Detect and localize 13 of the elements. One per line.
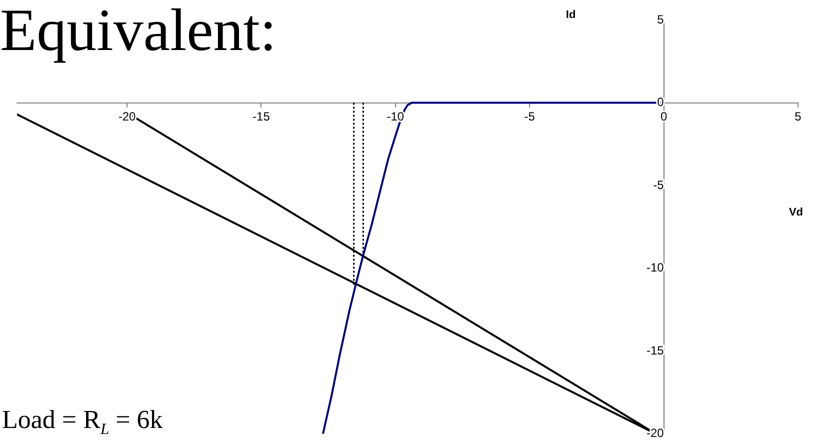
x-tick-label: -20	[118, 109, 136, 124]
x-tick-label: -5	[524, 109, 536, 124]
x-tick-label: 5	[794, 109, 802, 124]
annotation: Load = R$_{L}$ = 6k	[2, 404, 163, 438]
y-axis-title: Id	[566, 9, 576, 22]
y-tick-label: -5	[653, 178, 664, 192]
chart-title: Equivalent:	[0, 0, 277, 63]
y-tick-label: -15	[646, 343, 664, 358]
y-tick-label: -10	[646, 260, 664, 275]
y-tick-label: 5	[657, 12, 664, 26]
y-tick-label: -20	[646, 426, 664, 440]
x-tick-label: -15	[252, 109, 270, 124]
x-axis-title: Vd	[788, 206, 804, 218]
